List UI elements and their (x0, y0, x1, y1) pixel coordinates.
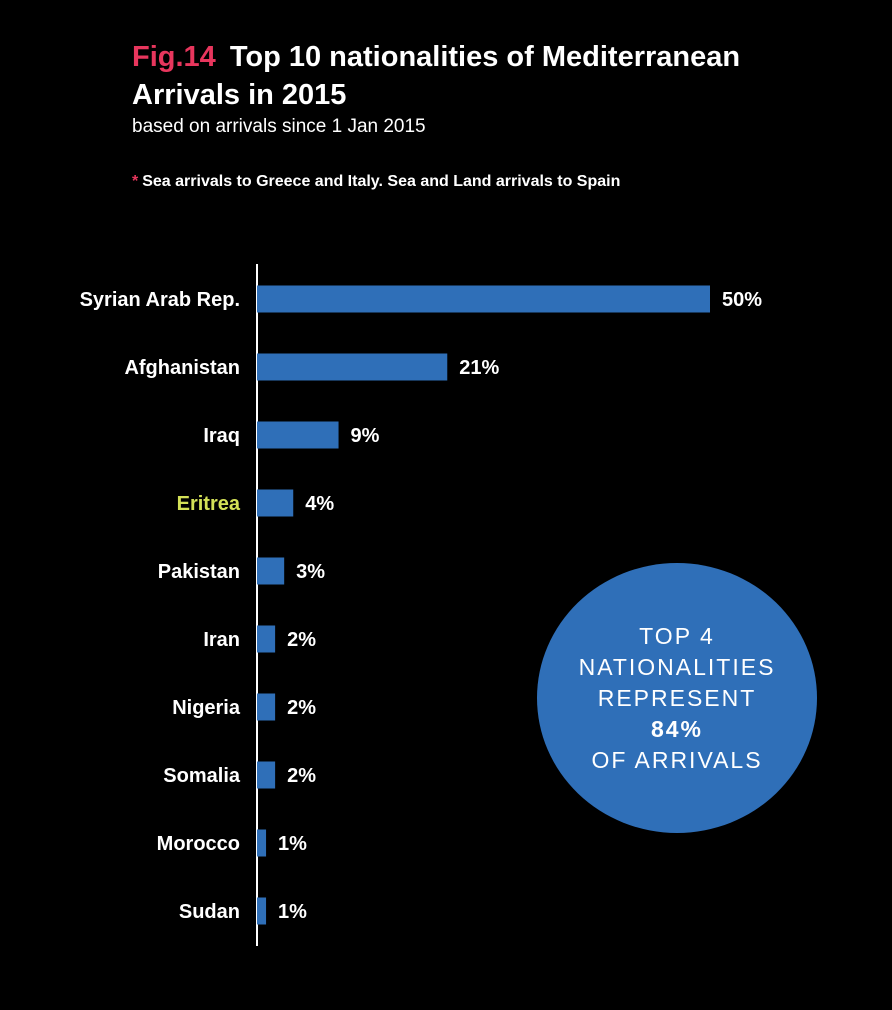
chart-title-line-2: Arrivals in 2015 (132, 79, 347, 111)
value-label: 1% (278, 833, 307, 855)
category-label: Afghanistan (124, 357, 240, 379)
value-label: 9% (351, 425, 380, 447)
value-label: 1% (278, 901, 307, 923)
bar (257, 693, 276, 721)
value-label: 50% (722, 289, 762, 311)
footnote: * Sea arrivals to Greece and Italy. Sea a… (132, 173, 620, 191)
bar (257, 761, 276, 789)
bar (257, 285, 710, 313)
callout-line-2: NATIONALITIES (578, 653, 776, 680)
chart-title-line-1: Fig.14 Top 10 nationalities of Mediterran… (132, 38, 852, 76)
callout-line-1: TOP 4 (639, 622, 715, 649)
bar (257, 353, 448, 381)
chart-subtitle: based on arrivals since 1 Jan 2015 (132, 116, 426, 137)
category-label: Eritrea (177, 493, 241, 515)
category-label: Nigeria (172, 697, 241, 719)
category-label: Somalia (163, 765, 241, 787)
footnote-text: Sea arrivals to Greece and Italy. Sea an… (142, 173, 621, 190)
chart-title: Top 10 nationalities of Mediterranean (229, 41, 741, 73)
value-label: 2% (287, 765, 316, 787)
figure-label: Fig.14 (132, 41, 216, 73)
value-label: 4% (305, 493, 334, 515)
category-label: Iraq (203, 425, 240, 447)
footnote-asterisk: * (132, 173, 139, 190)
bar (257, 557, 285, 585)
callout-line-4: OF ARRIVALS (591, 746, 763, 773)
value-label: 3% (296, 561, 325, 583)
summary-callout-circle: TOP 4 NATIONALITIES REPRESENT 84% OF ARR… (537, 563, 817, 833)
chart-header: Fig.14 Top 10 nationalities of Mediterran… (132, 38, 852, 140)
value-label: 2% (287, 629, 316, 651)
value-label: 2% (287, 697, 316, 719)
bar (257, 897, 267, 925)
category-label: Syrian Arab Rep. (80, 289, 240, 311)
category-label: Pakistan (158, 561, 240, 583)
category-label: Morocco (157, 833, 240, 855)
category-label: Sudan (179, 901, 240, 923)
callout-value: 84% (650, 715, 704, 742)
category-label: Iran (203, 629, 240, 651)
bar (257, 829, 267, 857)
value-label: 21% (459, 357, 499, 379)
bar (257, 421, 339, 449)
bar (257, 489, 294, 517)
bar (257, 625, 276, 653)
callout-line-3: REPRESENT (597, 684, 757, 711)
